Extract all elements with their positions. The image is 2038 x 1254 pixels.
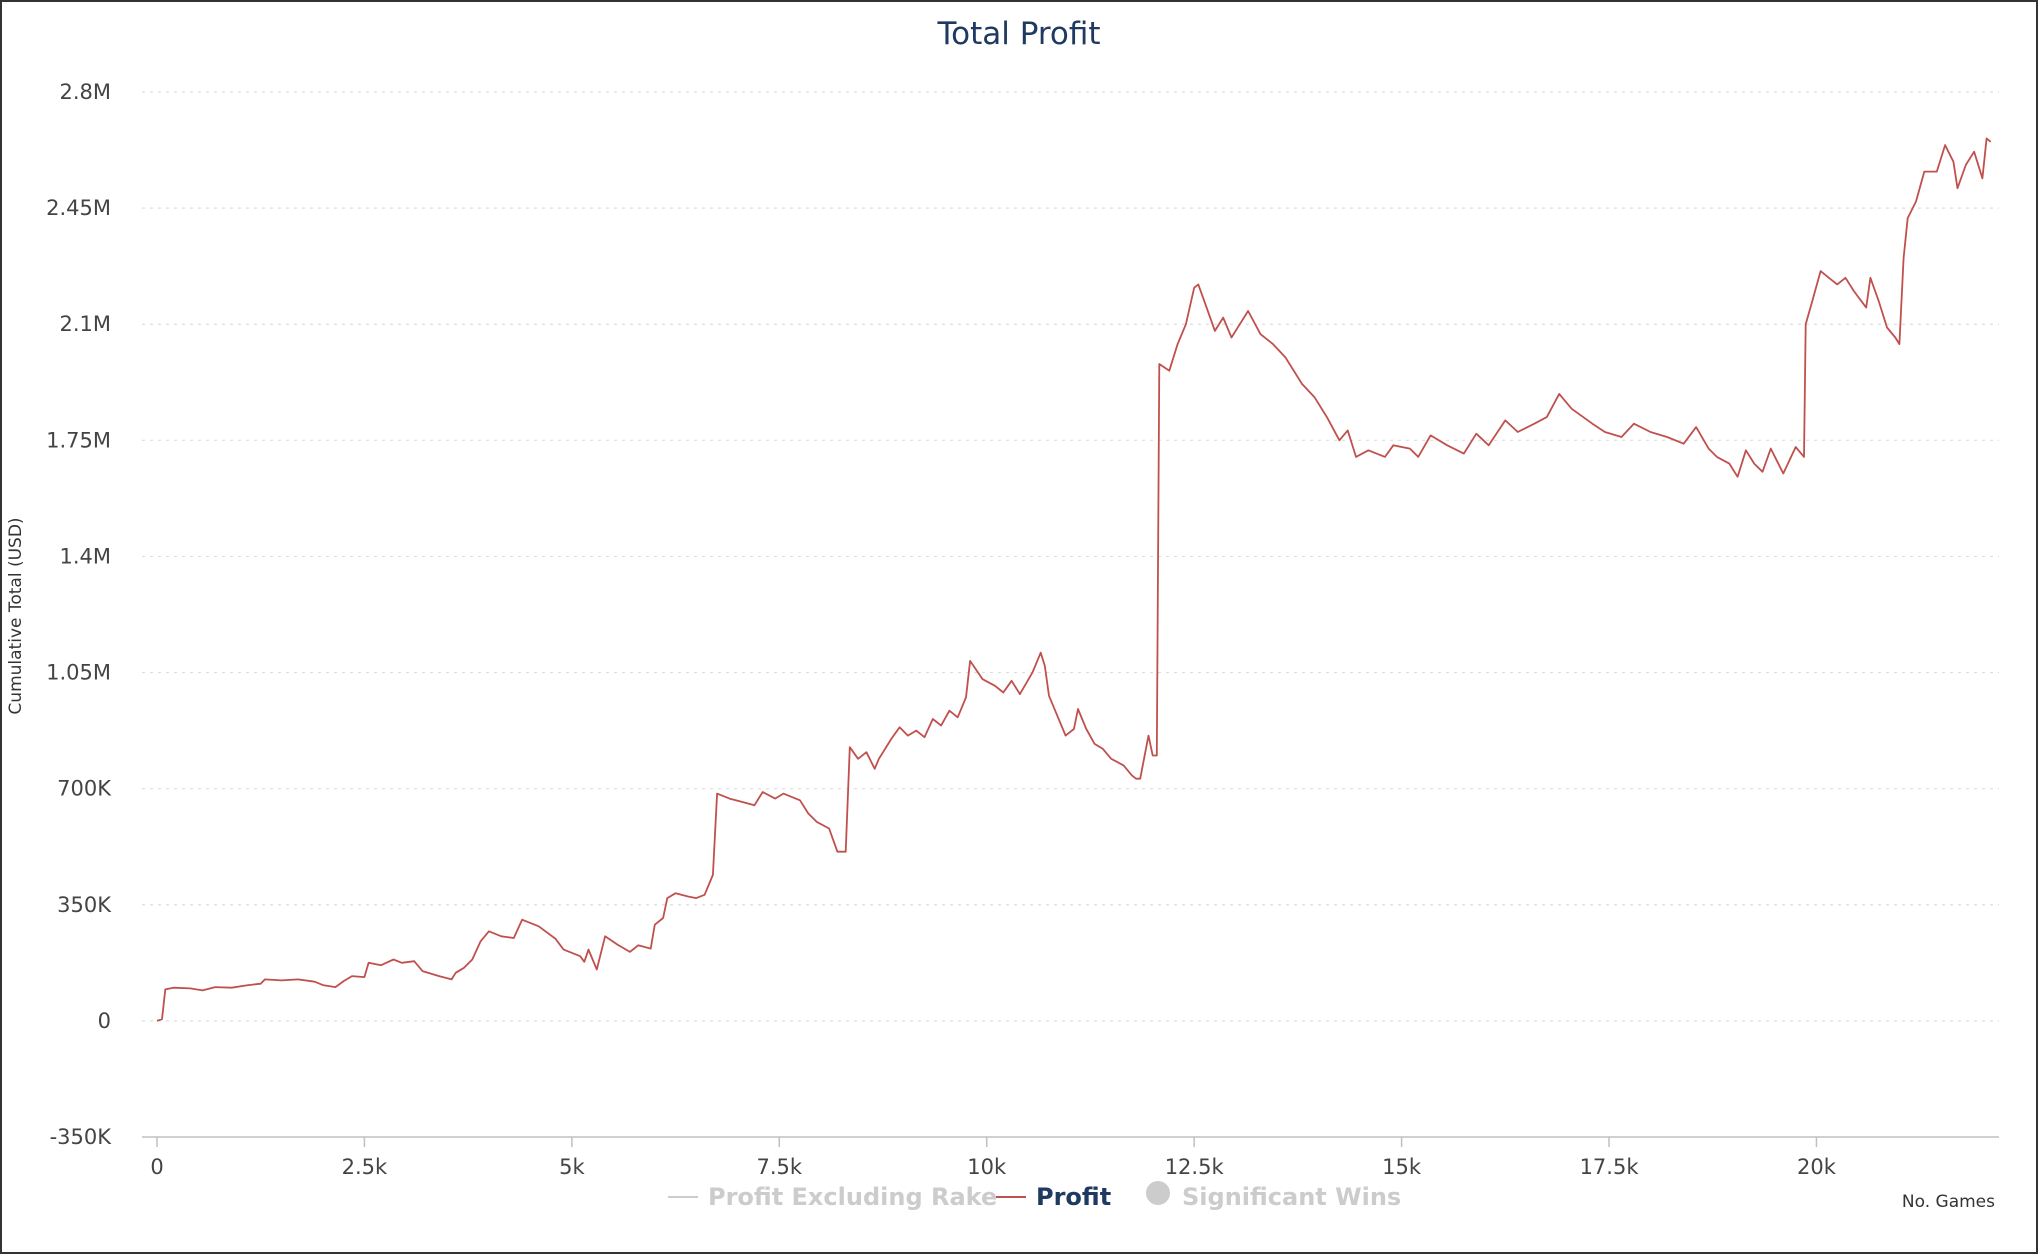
y-tick-label: 700K	[57, 777, 112, 801]
series-line-profit[interactable]	[156, 137, 1992, 1022]
chart-title: Total Profit	[936, 16, 1100, 52]
y-axis-title: Cumulative Total (USD)	[6, 517, 26, 714]
x-tick-label: 7.5k	[757, 1155, 803, 1179]
y-tick-label: 0	[98, 1009, 111, 1033]
y-tick-label: 2.45M	[46, 196, 111, 220]
x-axis-tick-labels: 0 2.5k 5k 7.5k 10k 12.5k 15k 17.5k 20k	[150, 1137, 1837, 1179]
x-tick-label: 10k	[967, 1155, 1007, 1179]
x-tick-label: 5k	[559, 1155, 585, 1179]
x-tick-label: 15k	[1382, 1155, 1422, 1179]
y-tick-label: -350K	[50, 1125, 113, 1149]
legend-item-profit[interactable]: Profit	[996, 1183, 1111, 1211]
legend-label: Profit Excluding Rake	[708, 1183, 997, 1211]
y-tick-label: 1.75M	[46, 428, 111, 452]
legend-circle-icon	[1146, 1181, 1170, 1205]
x-tick-label: 0	[150, 1155, 163, 1179]
grid-lines	[142, 91, 1999, 1022]
x-axis-title: No. Games	[1902, 1192, 1995, 1212]
x-tick-label: 20k	[1797, 1155, 1837, 1179]
x-tick-label: 2.5k	[342, 1155, 388, 1179]
y-tick-label: 1.4M	[59, 544, 111, 568]
y-tick-label: 2.1M	[59, 312, 111, 336]
x-tick-label: 17.5k	[1580, 1155, 1640, 1179]
y-axis-tick-labels: -350K 0 350K 700K 1.05M 1.4M 1.75M 2.1M 2.45M 2.8…	[46, 80, 112, 1149]
legend-label: Profit	[1036, 1183, 1111, 1211]
x-tick-label: 12.5k	[1165, 1155, 1225, 1179]
y-tick-label: 1.05M	[46, 661, 111, 685]
legend-item-profit-excluding-rake[interactable]: Profit Excluding Rake	[668, 1183, 997, 1211]
y-tick-label: 2.8M	[59, 80, 111, 104]
legend: Profit Excluding Rake Profit Significant…	[668, 1181, 1401, 1211]
y-tick-label: 350K	[57, 893, 112, 917]
series-layer	[156, 137, 1992, 1022]
legend-item-significant-wins[interactable]: Significant Wins	[1146, 1181, 1401, 1211]
legend-label: Significant Wins	[1182, 1183, 1401, 1211]
